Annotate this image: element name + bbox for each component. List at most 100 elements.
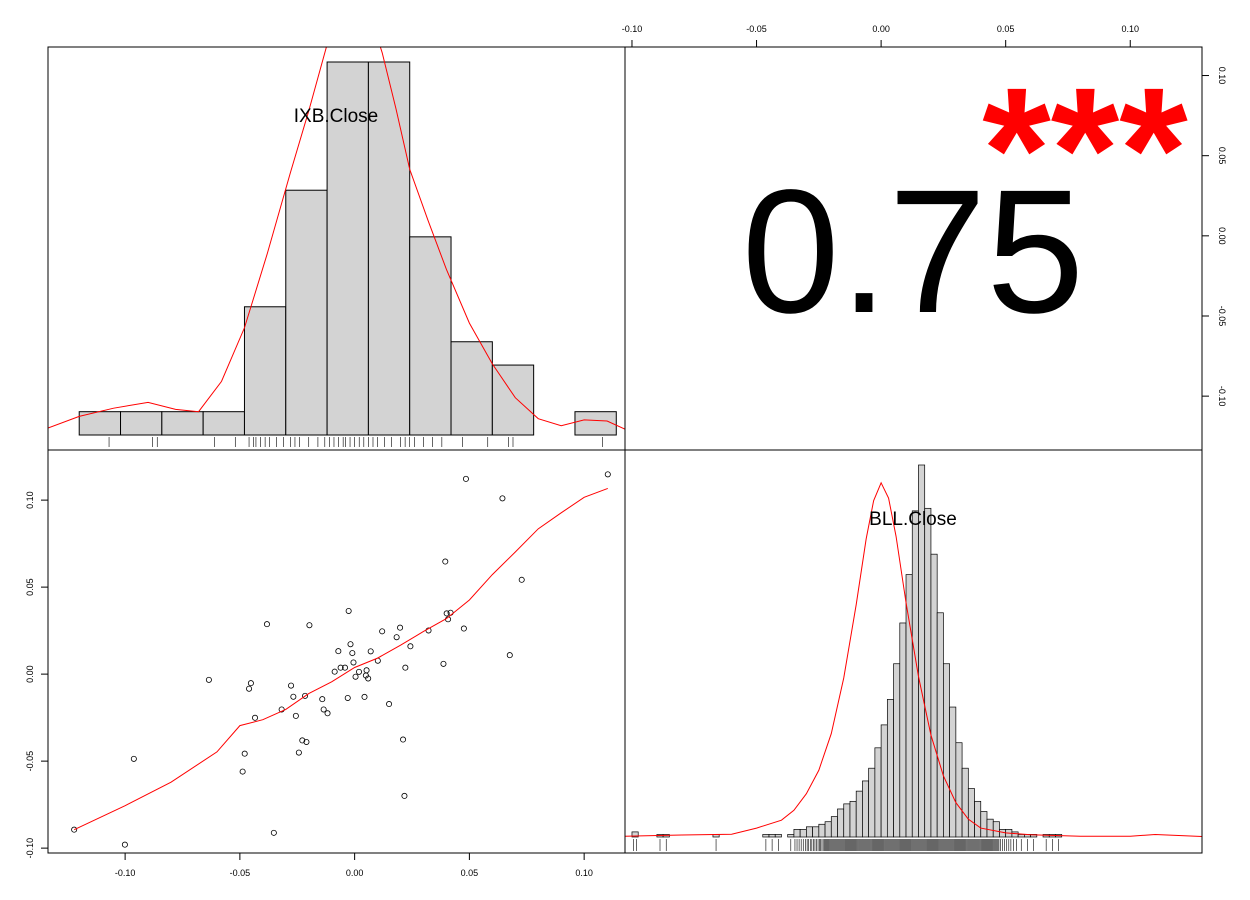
ixb-variable-label: IXB.Close — [294, 106, 378, 127]
scatter-point — [299, 737, 306, 744]
bll-density-curve — [625, 481, 1202, 837]
scatter-point — [239, 768, 246, 775]
bll-hist-bar — [924, 507, 932, 838]
scatter-point — [270, 829, 277, 836]
scatter-point — [263, 621, 270, 628]
scatter-point — [337, 664, 344, 671]
scatter-point — [367, 648, 374, 655]
bll-hist-bar — [824, 821, 832, 838]
scatter-point — [71, 826, 78, 833]
scatter-point — [379, 628, 386, 635]
scatter-point — [506, 652, 513, 659]
left-axis-tick-label: -0.10 — [25, 838, 35, 859]
bll-hist-bar — [843, 803, 851, 838]
bll-hist-bar — [849, 800, 857, 838]
scatter-point — [278, 706, 285, 713]
scatter-point — [401, 792, 408, 799]
ixb-hist-bar — [202, 411, 245, 436]
scatter-point — [365, 675, 372, 682]
scatter-point — [205, 676, 212, 683]
scatter-point — [349, 650, 356, 657]
bll-hist-bar — [793, 829, 801, 838]
left-axis-tick-label: 0.00 — [25, 665, 35, 683]
ixb-hist-bar — [491, 364, 535, 436]
bll-hist-bar — [830, 816, 838, 838]
bll-hist-bar — [631, 831, 639, 838]
scatter-point — [442, 558, 449, 565]
top-axis-tick-label: -0.05 — [746, 24, 767, 34]
bll-hist-bar — [961, 767, 969, 838]
scatter-point — [361, 693, 368, 700]
bll-hist-bar — [943, 663, 950, 838]
bottom-axis-tick-label: 0.05 — [461, 868, 479, 878]
scatter-point — [130, 755, 137, 762]
scatter-point — [440, 660, 447, 667]
ixb-hist-bar — [409, 236, 452, 436]
right-axis-tick-label: -0.10 — [1217, 386, 1227, 407]
top-axis-tick-label: 0.10 — [1121, 24, 1139, 34]
scatter-point — [400, 736, 407, 743]
bll-hist-bar — [762, 834, 770, 838]
scatter-point — [324, 710, 331, 717]
scatter-point — [247, 680, 254, 687]
scatter-point — [386, 701, 393, 708]
bll-hist-bar — [949, 706, 957, 838]
scatter-point — [252, 714, 259, 721]
panel-border — [47, 449, 626, 854]
scatter-point — [393, 634, 400, 641]
scatter-point — [295, 749, 302, 756]
top-axis-tick-label: 0.00 — [872, 24, 890, 34]
bll-hist-bar — [855, 790, 863, 838]
bottom-axis-tick-label: 0.10 — [575, 868, 593, 878]
bll-hist-bar — [787, 834, 795, 838]
bll-hist-bar — [893, 663, 901, 838]
bll-hist-bar — [974, 800, 982, 838]
bottom-axis-tick-label: -0.10 — [115, 868, 136, 878]
bll-hist-bar — [886, 699, 894, 838]
left-axis-tick-label: 0.05 — [25, 578, 35, 596]
scatter-point — [460, 625, 467, 632]
ixb-hist-bar — [285, 189, 328, 436]
scatter-panel — [71, 471, 611, 848]
ixb-density-curve — [48, 47, 625, 430]
bll-hist-bar — [899, 622, 907, 838]
bll-hist-bar — [768, 834, 776, 838]
ixb-hist-bar — [161, 411, 204, 436]
bll-hist-bar — [930, 553, 938, 838]
scatter-point — [241, 750, 248, 757]
bottom-axis-tick-label: -0.05 — [230, 868, 251, 878]
scatter-fit-line — [73, 487, 608, 831]
scatter-point — [306, 622, 313, 629]
scatter-point — [402, 664, 409, 671]
scatter-point — [319, 696, 326, 703]
correlation-panel: 0.75*** — [742, 52, 1189, 350]
ixb-hist-bar — [574, 411, 617, 436]
bll-hist-bar — [905, 574, 913, 838]
top-axis-tick-label: 0.05 — [997, 24, 1015, 34]
scatter-point — [462, 475, 469, 482]
bll-variable-label: BLL.Close — [869, 509, 957, 530]
top-axis-tick-label: -0.10 — [622, 24, 643, 34]
bll-histogram-panel — [625, 464, 1202, 851]
significance-stars: *** — [982, 52, 1188, 248]
right-axis-tick-label: 0.10 — [1217, 67, 1227, 85]
bll-hist-bar — [774, 834, 782, 838]
scatter-point — [447, 609, 454, 616]
bll-hist-bar — [1017, 834, 1025, 838]
bll-hist-bar — [812, 826, 820, 838]
scatter-point — [302, 692, 309, 699]
scatter-point — [352, 673, 359, 680]
bll-hist-bar — [818, 823, 826, 838]
scatter-point — [303, 738, 310, 745]
ixb-histogram-panel — [48, 47, 625, 447]
right-axis-tick-label: 0.05 — [1217, 147, 1227, 165]
bll-hist-bar — [992, 821, 1000, 838]
bottom-axis-tick-label: 0.00 — [346, 868, 364, 878]
bll-hist-bar — [799, 829, 807, 838]
scatter-point — [246, 685, 253, 692]
scatter-point — [292, 712, 299, 719]
scatter-point — [345, 607, 352, 614]
bll-hist-bar — [862, 780, 870, 838]
bll-hist-bar — [837, 808, 845, 838]
